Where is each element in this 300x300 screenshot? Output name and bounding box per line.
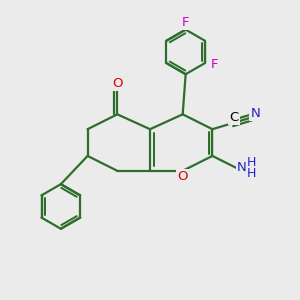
Text: O: O <box>112 76 123 90</box>
Text: H: H <box>246 156 256 169</box>
Text: O: O <box>177 170 188 183</box>
Text: F: F <box>182 16 189 29</box>
Text: H: H <box>246 167 256 180</box>
Text: F: F <box>211 58 218 71</box>
Text: C: C <box>229 111 239 124</box>
Text: N: N <box>237 161 246 174</box>
Text: N: N <box>250 107 260 120</box>
